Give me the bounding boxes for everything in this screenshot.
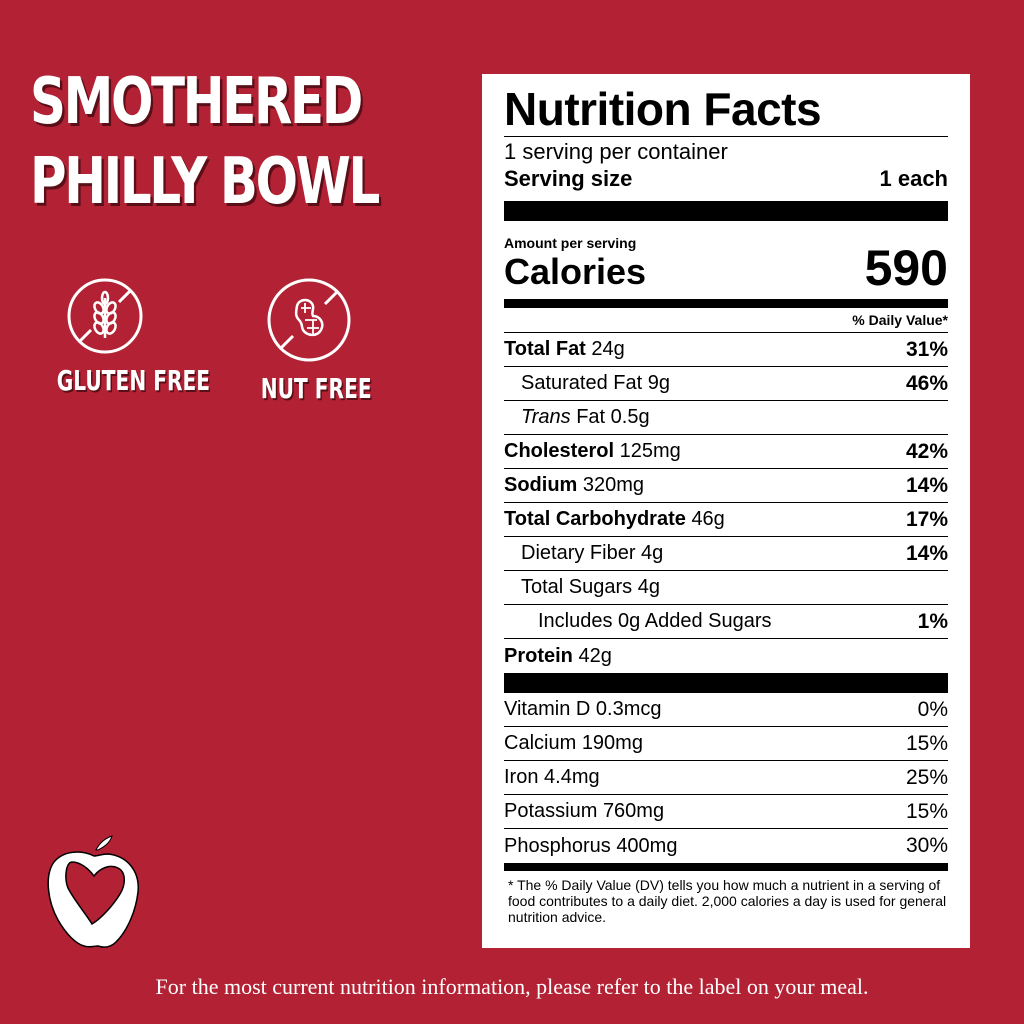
nut-free-badge: NUT FREE	[242, 278, 376, 405]
calories-value: 590	[864, 240, 948, 296]
gluten-free-badge: GLUTEN FREE	[38, 278, 210, 397]
apple-heart-logo	[46, 832, 146, 955]
footer-note: For the most current nutrition informati…	[155, 974, 869, 999]
no-wheat-icon	[67, 278, 143, 354]
nutrient-row: Protein 42g	[504, 644, 612, 667]
footnote: * The % Daily Value (DV) tells you how m…	[504, 863, 948, 925]
divider	[504, 201, 948, 221]
label-title: Nutrition Facts	[504, 83, 822, 135]
divider	[504, 299, 948, 308]
calories-row: Calories 590	[504, 240, 948, 296]
nutrient-row: Dietary Fiber 4g 14%	[504, 537, 948, 571]
nutrient-row: Total Fat 24g 31%	[504, 333, 948, 367]
vitamin-row: Iron 4.4mg 25%	[504, 761, 948, 795]
serving-size: Serving size 1 each	[504, 166, 948, 191]
vitamin-list: Vitamin D 0.3mcg 0% Calcium 190mg 15% Iron…	[504, 693, 948, 863]
nutrition-facts-label: Nutrition Facts 1 serving per container …	[482, 74, 970, 948]
vitamin-row: Vitamin D 0.3mcg 0%	[504, 693, 948, 727]
nutrient-row: Saturated Fat 9g 46%	[504, 367, 948, 401]
nutrient-row: Total Sugars 4g	[504, 571, 948, 605]
product-title: SMOTHERED PHILLY BOWL	[30, 65, 380, 219]
vitamin-row: Potassium 760mg 15%	[504, 795, 948, 829]
nutrient-list: Total Fat 24g 31% Saturated Fat 9g 46% Tra…	[504, 333, 948, 673]
vitamin-row: Phosphorus 400mg 30%	[504, 834, 948, 857]
nutrient-row: Cholesterol 125mg 42%	[504, 435, 948, 469]
nutrient-row: Trans Fat 0.5g	[504, 401, 948, 435]
nutrient-row: Includes 0g Added Sugars 1%	[504, 605, 948, 639]
divider	[504, 673, 948, 693]
vitamin-row: Calcium 190mg 15%	[504, 727, 948, 761]
no-peanut-icon	[267, 278, 351, 362]
servings-per-container: 1 serving per container	[504, 139, 728, 164]
nutrient-row: Sodium 320mg 14%	[504, 469, 948, 503]
nutrient-row: Total Carbohydrate 46g 17%	[504, 503, 948, 537]
